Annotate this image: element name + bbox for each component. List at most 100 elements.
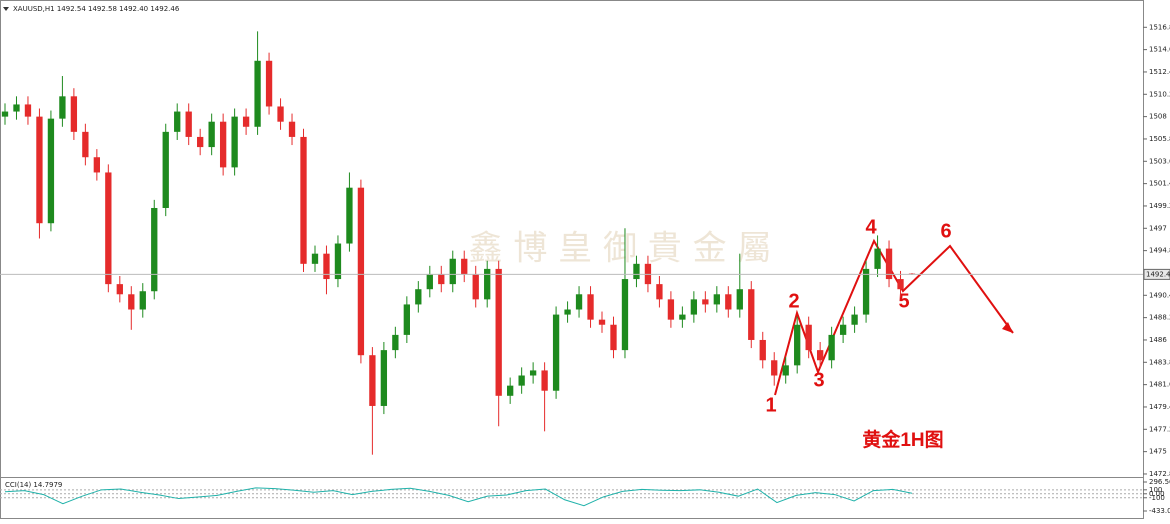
- candle-body: [667, 299, 675, 320]
- candle-body: [816, 350, 824, 361]
- candle-body: [679, 314, 686, 320]
- wave-label: 3: [813, 369, 824, 391]
- y-tick-label: 1490.4: [1149, 291, 1170, 299]
- wave-label: 2: [788, 290, 799, 312]
- candle-body: [219, 121, 227, 168]
- candle-body: [357, 187, 365, 356]
- candle-body: [116, 284, 123, 295]
- candle-body: [725, 294, 732, 310]
- candle-body: [541, 370, 548, 391]
- candle-body: [633, 263, 640, 280]
- candle-body: [874, 248, 881, 269]
- candle-body: [575, 294, 583, 310]
- candle-body: [369, 355, 376, 406]
- current-price-label: 1492.46: [1146, 270, 1170, 278]
- candle-body: [518, 375, 525, 386]
- y-tick-label: 1505.8: [1149, 135, 1170, 143]
- candle-body: [495, 268, 502, 396]
- candle-body: [185, 111, 192, 137]
- candle-body: [208, 121, 215, 148]
- cci-line: [4, 487, 913, 507]
- candle-body: [587, 294, 594, 320]
- candle-body: [36, 116, 43, 224]
- candle-body: [862, 268, 870, 315]
- candle-body: [151, 207, 158, 292]
- candle-body: [346, 187, 353, 244]
- candle-body: [415, 289, 422, 305]
- wave-label: 6: [940, 220, 951, 242]
- candle-body: [552, 314, 560, 391]
- y-tick-label: 100: [1149, 486, 1162, 494]
- frame: [0, 0, 1144, 519]
- candle-body: [277, 106, 284, 122]
- candle-body: [311, 253, 319, 264]
- y-tick-label: 1503.6: [1149, 157, 1170, 165]
- candle-body: [748, 289, 755, 340]
- candle-body: [461, 258, 468, 274]
- y-tick-label: 1494.8: [1149, 247, 1170, 255]
- cci-title: CCI(14) 14.7979: [5, 481, 62, 489]
- candle-body: [197, 136, 204, 148]
- candle-body: [438, 273, 445, 285]
- candle-body: [529, 370, 537, 376]
- chart-title: XAUUSD,H1 1492.54 1492.58 1492.40 1492.4…: [13, 5, 180, 13]
- wave-label: 1: [765, 394, 776, 416]
- candle-body: [426, 273, 433, 290]
- wave-label: 5: [898, 290, 909, 312]
- candle-body: [162, 131, 169, 208]
- candle-body: [139, 291, 146, 310]
- candle-body: [82, 131, 89, 158]
- candle-body: [782, 365, 789, 376]
- y-tick-label: 1486: [1149, 336, 1167, 344]
- candle-body: [70, 96, 78, 132]
- candle-body: [300, 136, 307, 264]
- y-tick-label: -100: [1149, 494, 1165, 502]
- candle-body: [702, 299, 709, 305]
- candle-body: [174, 111, 181, 132]
- y-tick-label: 1508: [1149, 113, 1167, 121]
- candle-body: [231, 116, 238, 168]
- title-arrow: [3, 7, 9, 11]
- candle-body: [484, 268, 491, 300]
- candle-body: [598, 319, 606, 325]
- candle-body: [265, 60, 273, 107]
- candle-body: [885, 248, 893, 280]
- y-tick-label: 1510.2: [1149, 90, 1170, 98]
- y-tick-label: 0.00: [1149, 490, 1165, 498]
- y-tick-label: -433.03: [1149, 507, 1170, 515]
- y-tick-label: 1497: [1149, 224, 1167, 232]
- candle-body: [334, 243, 342, 280]
- candle-body: [24, 104, 32, 117]
- current-price-box: [1143, 268, 1170, 280]
- y-tick-label: 1477.2: [1149, 425, 1170, 433]
- y-tick-label: 1479.4: [1149, 403, 1170, 411]
- y-tick-label: 1481.6: [1149, 381, 1170, 389]
- candle-body: [507, 385, 514, 396]
- y-tick-label: 1483.8: [1149, 358, 1170, 366]
- candle-body: [839, 324, 847, 335]
- candle-body: [805, 324, 812, 351]
- candle-body: [59, 96, 66, 119]
- y-tick-label: 296.56: [1149, 478, 1170, 486]
- candle-body: [794, 324, 801, 366]
- candle-body: [105, 172, 112, 285]
- y-tick-label: 1501.4: [1149, 180, 1170, 188]
- candle-body: [621, 279, 629, 351]
- chart-caption: 黄金1H图: [862, 428, 943, 451]
- candle-body: [771, 360, 778, 376]
- candle-body: [242, 116, 250, 127]
- candle-body: [380, 350, 388, 406]
- y-tick-label: 1514.6: [1149, 46, 1170, 54]
- y-tick-label: 1516.8: [1149, 23, 1170, 31]
- candle-body: [472, 273, 479, 300]
- candle-body: [449, 258, 456, 285]
- candle-body: [897, 279, 904, 290]
- wave-lines: [774, 238, 1014, 396]
- arrow-head: [1002, 322, 1013, 333]
- candle-body: [713, 294, 720, 305]
- candle-body: [93, 157, 101, 173]
- y-tick-label: 1512.4: [1149, 68, 1170, 76]
- candle-body: [736, 289, 743, 310]
- candle-body: [323, 253, 330, 280]
